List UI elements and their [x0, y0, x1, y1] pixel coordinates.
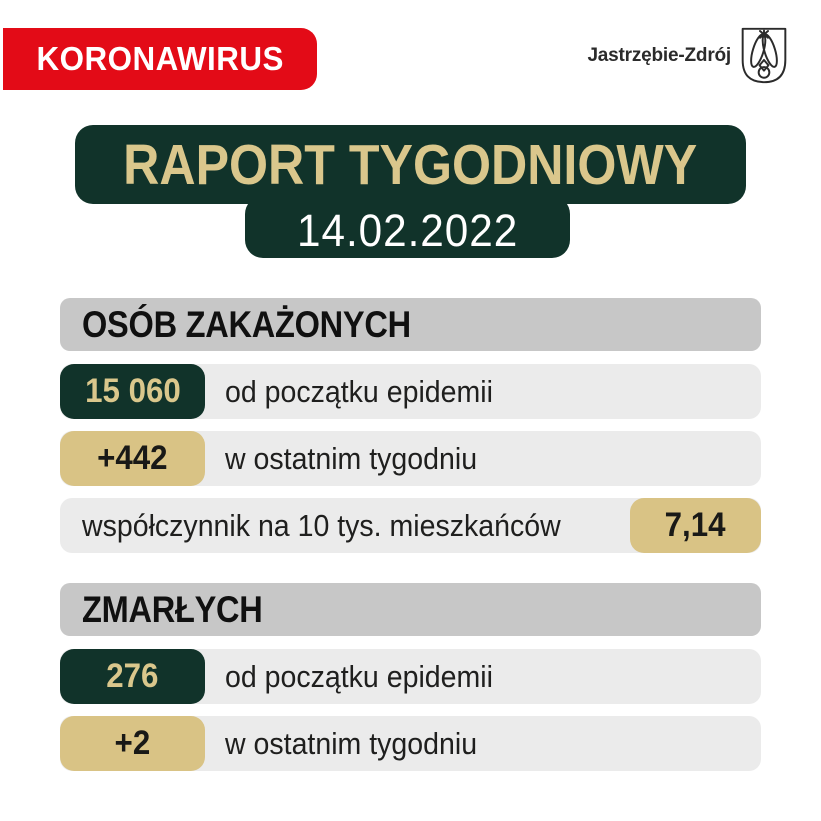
report-date-banner: 14.02.2022: [245, 196, 570, 258]
stat-value-badge: +2: [60, 716, 205, 771]
stat-label: w ostatnim tygodniu: [225, 440, 478, 476]
section-infections-header: OSÓB ZAKAŻONYCH: [60, 298, 761, 351]
report-title: RAPORT TYGODNIOWY: [123, 132, 698, 197]
stat-label: od początku epidemii: [225, 658, 493, 694]
stat-value-badge: +442: [60, 431, 205, 486]
section-deaths-header: ZMARŁYCH: [60, 583, 761, 636]
section-deaths-title: ZMARŁYCH: [82, 588, 263, 630]
report-title-banner: RAPORT TYGODNIOWY: [75, 125, 746, 204]
stat-label: w ostatnim tygodniu: [225, 725, 478, 761]
stat-row-infections-week: +442 w ostatnim tygodniu: [60, 431, 761, 486]
stat-row-deaths-week: +2 w ostatnim tygodniu: [60, 716, 761, 771]
report-date: 14.02.2022: [296, 205, 519, 256]
stat-value-badge: 7,14: [630, 498, 761, 553]
section-infections: OSÓB ZAKAŻONYCH 15 060 od początku epide…: [60, 298, 761, 565]
stat-label: od początku epidemii: [225, 373, 493, 409]
stat-row-infections-total: 15 060 od początku epidemii: [60, 364, 761, 419]
coronavirus-badge-label: KORONAWIRUS: [36, 40, 284, 77]
city-name: Jastrzębie-Zdrój: [587, 44, 731, 66]
section-deaths: ZMARŁYCH 276 od początku epidemii +2 w o…: [60, 583, 761, 783]
stat-row-infections-rate: współczynnik na 10 tys. mieszkańców 7,14: [60, 498, 761, 553]
coronavirus-badge: KORONAWIRUS: [3, 28, 317, 90]
section-infections-title: OSÓB ZAKAŻONYCH: [82, 303, 411, 345]
stat-value-badge: 276: [60, 649, 205, 704]
stat-label: współczynnik na 10 tys. mieszkańców: [82, 507, 561, 543]
city-crest-icon: [741, 27, 787, 84]
stat-row-deaths-total: 276 od początku epidemii: [60, 649, 761, 704]
city-header: Jastrzębie-Zdrój: [587, 25, 788, 86]
stat-value-badge: 15 060: [60, 364, 205, 419]
